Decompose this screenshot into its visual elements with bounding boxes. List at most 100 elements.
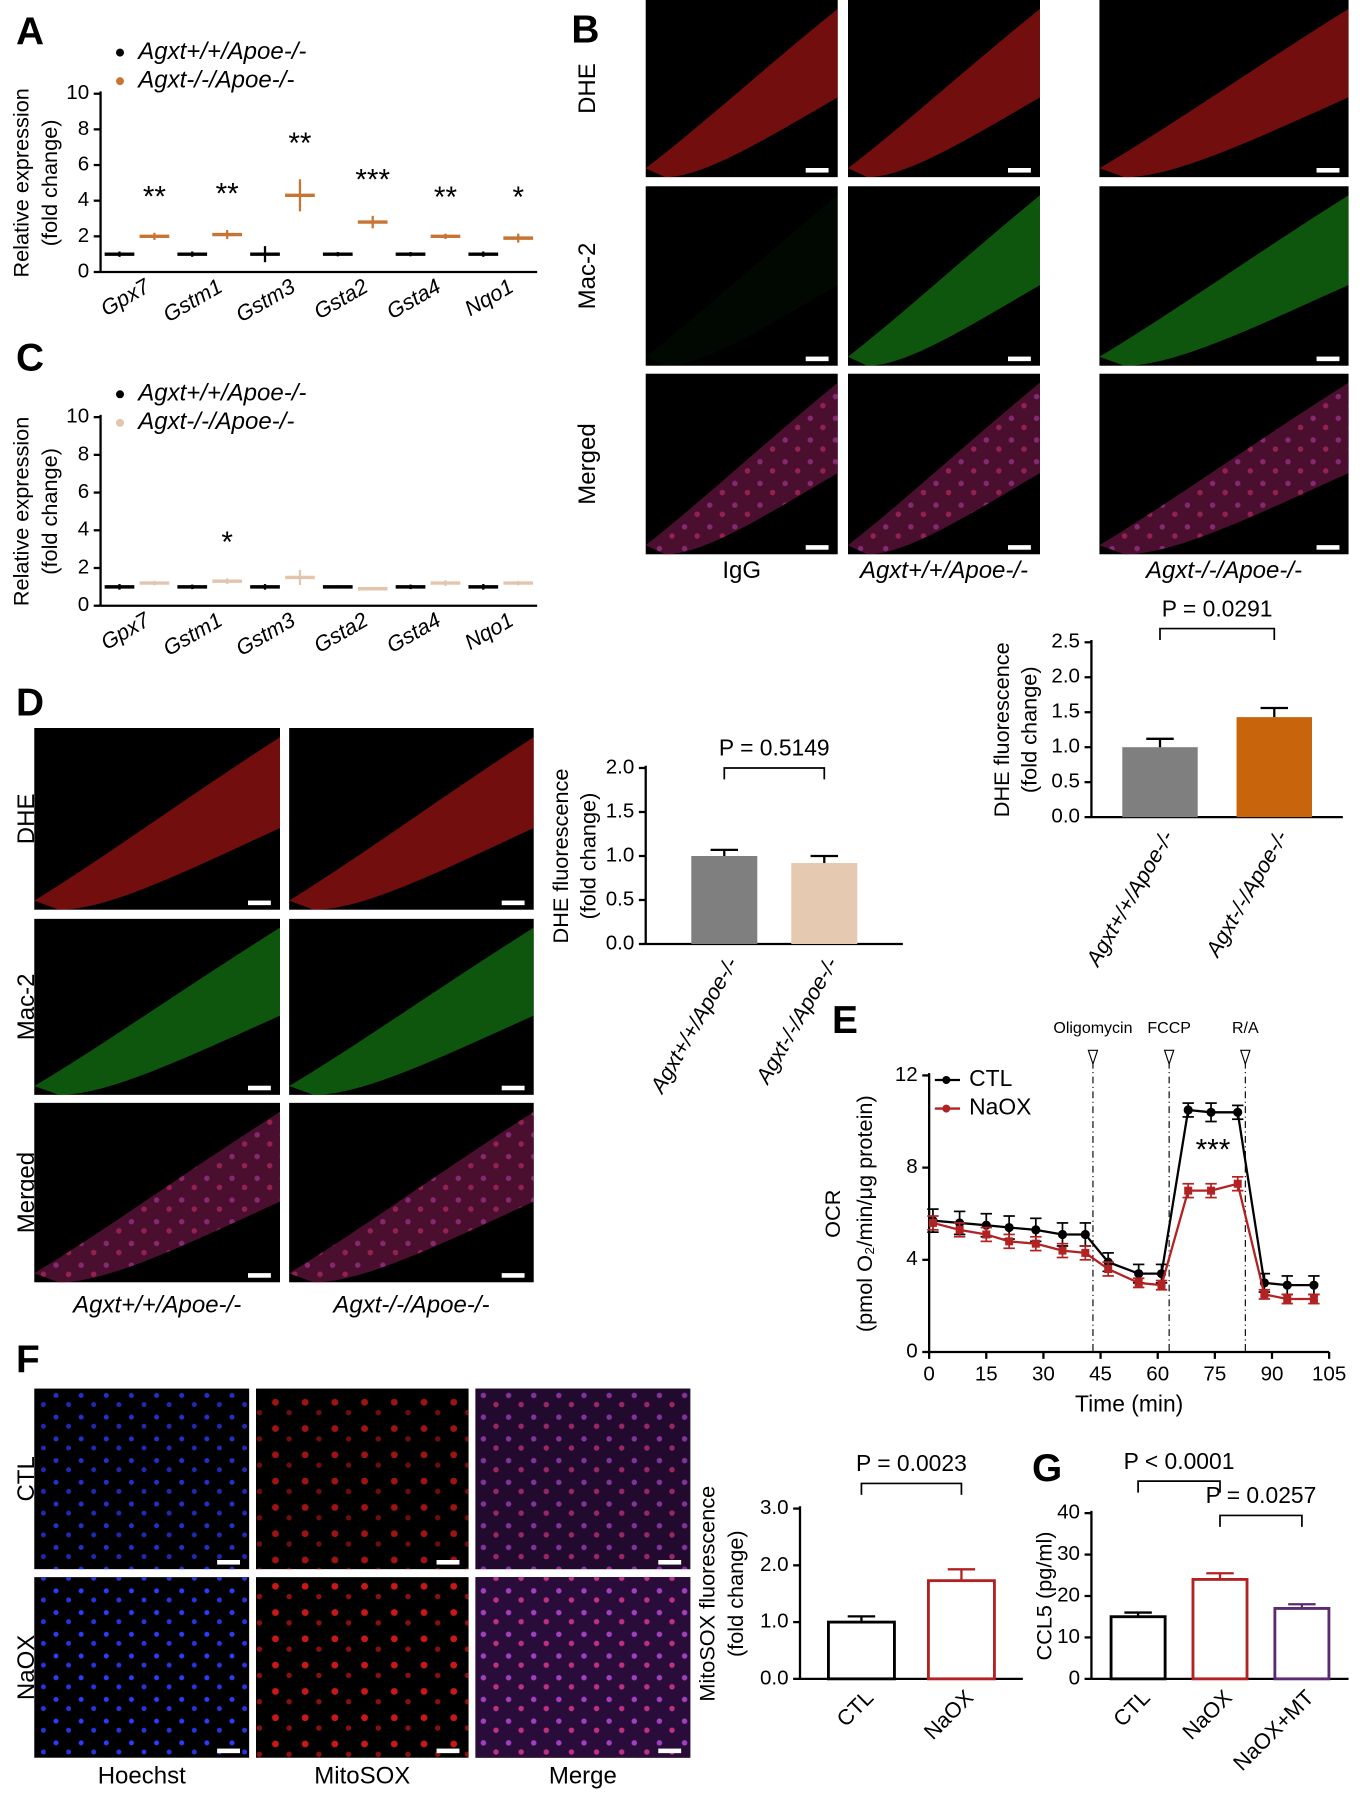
micrograph-stain (256, 1388, 469, 1570)
micrograph-stain (256, 1577, 469, 1758)
scale-bar (501, 900, 525, 906)
y-tick-label: 1.0 (760, 1610, 789, 1633)
y-tick-label: 10 (66, 81, 89, 104)
x-tick-label: Gsta2 (309, 273, 372, 324)
y-tick-label: 0 (1069, 1666, 1080, 1689)
significance-mark: *** (355, 163, 390, 196)
micrograph-stain (848, 8, 1040, 178)
x-tick-label: Agxt-/-/Apoe-/- (750, 953, 843, 1089)
x-tick-label: Gstm1 (159, 273, 227, 327)
point (1104, 1265, 1113, 1274)
point (982, 1230, 991, 1239)
y-tick-label: 40 (1057, 1501, 1080, 1524)
scale-bar (217, 1748, 240, 1754)
x-tick-label: Agxt+/+/Apoe-/- (644, 953, 743, 1099)
point (1233, 1179, 1242, 1188)
x-tick-label: 90 (1261, 1362, 1284, 1385)
x-tick-label: Agxt-/-/Apoe-/- (1200, 826, 1293, 962)
row-label: NaOX (13, 1635, 40, 1700)
y-axis-label: (pmol O₂/min/μg protein) (852, 1095, 877, 1332)
point (1004, 1222, 1014, 1233)
column-label: IgG (722, 557, 761, 584)
y-axis-label: MitoSOX fluorescence (694, 1486, 719, 1702)
x-tick-label: Gsta4 (382, 607, 445, 658)
scale-bar (436, 1560, 460, 1565)
panel-label: E (832, 999, 858, 1042)
legend-label: CTL (969, 1065, 1012, 1091)
scale-bar (658, 1560, 682, 1565)
bar (1109, 1615, 1167, 1681)
row-label: Mac-2 (13, 974, 40, 1041)
micrograph-stain (289, 927, 534, 1095)
panel-label: C (16, 336, 44, 379)
scale-bar (436, 1748, 460, 1754)
point (1206, 1107, 1216, 1117)
y-tick-label: 3.0 (760, 1496, 789, 1519)
significance-mark: ** (143, 180, 167, 213)
point (1005, 1237, 1014, 1246)
y-tick-label: 1.0 (606, 843, 635, 866)
significance-mark: *** (1196, 1133, 1231, 1166)
x-tick-label: 75 (1203, 1362, 1226, 1385)
micrograph-nuclei (289, 1111, 534, 1283)
point (1134, 1269, 1144, 1279)
x-tick-label: NaOX+MT (1228, 1685, 1319, 1776)
y-tick-label: 1.5 (1051, 700, 1080, 723)
point (1207, 1186, 1216, 1195)
scale-bar (1008, 545, 1031, 550)
scale-bar (1316, 545, 1340, 550)
micrograph-stain (848, 195, 1040, 366)
column-label: Hoechst (98, 1762, 186, 1789)
point (1080, 1229, 1090, 1240)
x-tick-label: Nqo1 (460, 273, 517, 321)
x-tick-label: Gpx7 (96, 273, 154, 321)
point (1184, 1186, 1193, 1195)
bar (1191, 1578, 1249, 1681)
micrograph-stain (34, 927, 281, 1095)
y-tick-label: 2.0 (760, 1553, 789, 1576)
point (1282, 1280, 1292, 1290)
row-label: Merged (574, 423, 601, 504)
point (1283, 1294, 1292, 1303)
panel-label: B (571, 8, 599, 51)
scale-bar (1316, 356, 1340, 362)
point (1157, 1281, 1166, 1290)
micrograph-stain (34, 1388, 250, 1570)
row-label: CTL (13, 1456, 40, 1501)
y-tick-label: 0 (906, 1339, 917, 1362)
micrograph-stain (475, 1388, 691, 1570)
legend-marker (116, 390, 124, 399)
y-axis-label: DHE fluorescence (989, 642, 1014, 817)
micrograph-stain (1099, 8, 1349, 178)
legend-marker (116, 77, 124, 86)
x-axis-label: Time (min) (1075, 1391, 1183, 1417)
x-tick-label: Gsta2 (309, 607, 372, 658)
legend-label: NaOX (969, 1094, 1031, 1120)
x-tick-label: Gstm3 (231, 607, 299, 661)
legend-marker (942, 1076, 951, 1084)
row-label: Mac-2 (574, 243, 601, 310)
x-tick-label: Gstm3 (231, 273, 299, 327)
significance-mark: ** (216, 178, 240, 211)
y-tick-label: 10 (66, 405, 89, 428)
event-label: R/A (1232, 1020, 1259, 1037)
y-tick-label: 30 (1057, 1542, 1080, 1565)
event-marker (1239, 1049, 1251, 1066)
x-tick-label: CTL (1108, 1685, 1155, 1732)
bar (791, 863, 858, 944)
y-tick-label: 20 (1057, 1583, 1080, 1606)
point (1260, 1290, 1269, 1299)
p-value: P = 0.0023 (856, 1450, 967, 1476)
y-tick-label: 8 (906, 1155, 917, 1178)
y-tick-label: 4 (78, 518, 89, 541)
y-tick-label: 8 (78, 117, 89, 140)
legend-label: Agxt+/+/Apoe-/- (136, 380, 306, 407)
point (955, 1225, 964, 1234)
legend-marker (942, 1104, 951, 1113)
significance-mark: ** (288, 127, 312, 160)
legend-label: Agxt-/-/Apoe-/- (136, 66, 294, 93)
bar (1236, 717, 1312, 818)
scale-bar (805, 545, 829, 550)
